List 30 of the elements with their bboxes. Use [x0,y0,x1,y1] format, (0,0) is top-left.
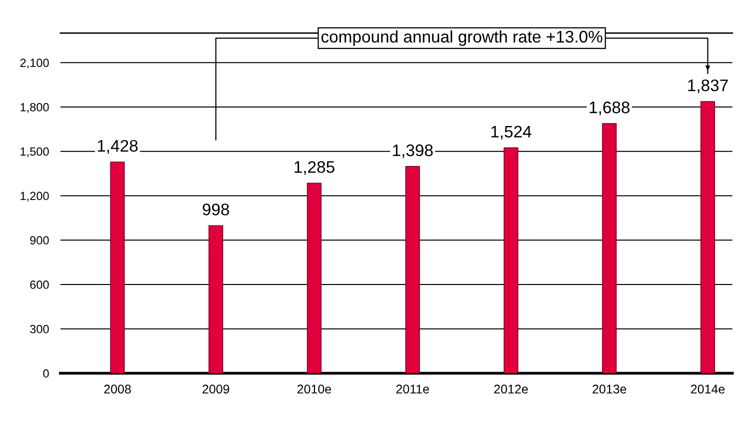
x-tick-label: 2008 [104,384,131,394]
y-tick-label: 1,500 [20,147,49,158]
data-label: 1,688 [590,102,630,116]
y-tick-label: 1,200 [20,192,49,202]
y-tick-label: 600 [30,280,49,289]
x-tick-label: 2012e [494,384,528,394]
data-label: 1,428 [98,140,138,154]
x-tick-label: 2010e [297,384,332,394]
bar [405,166,420,374]
x-tick-label: 2011e [396,384,429,394]
bar [602,123,617,374]
data-label: 998 [202,204,230,216]
y-tick-label: 0 [43,369,49,378]
bar [504,147,518,374]
x-tick-label: 2013e [592,384,626,394]
y-tick-label: 900 [30,236,49,245]
bar [110,162,125,374]
y-tick-label: 1,800 [20,103,49,113]
data-label: 1,285 [294,161,334,175]
data-label: 1,398 [393,144,433,158]
data-label: 1,837 [688,79,728,94]
data-label: 1,524 [491,126,532,140]
bar [208,225,224,374]
x-tick-label: 2009 [202,384,230,394]
y-tick-label: 2,100 [20,58,49,68]
y-tick-label: 300 [30,324,49,334]
bar [700,101,716,374]
annotation: compound annual growth rate +13.0% [321,30,602,46]
bar [306,182,322,374]
x-tick-label: 2014e [691,384,725,394]
